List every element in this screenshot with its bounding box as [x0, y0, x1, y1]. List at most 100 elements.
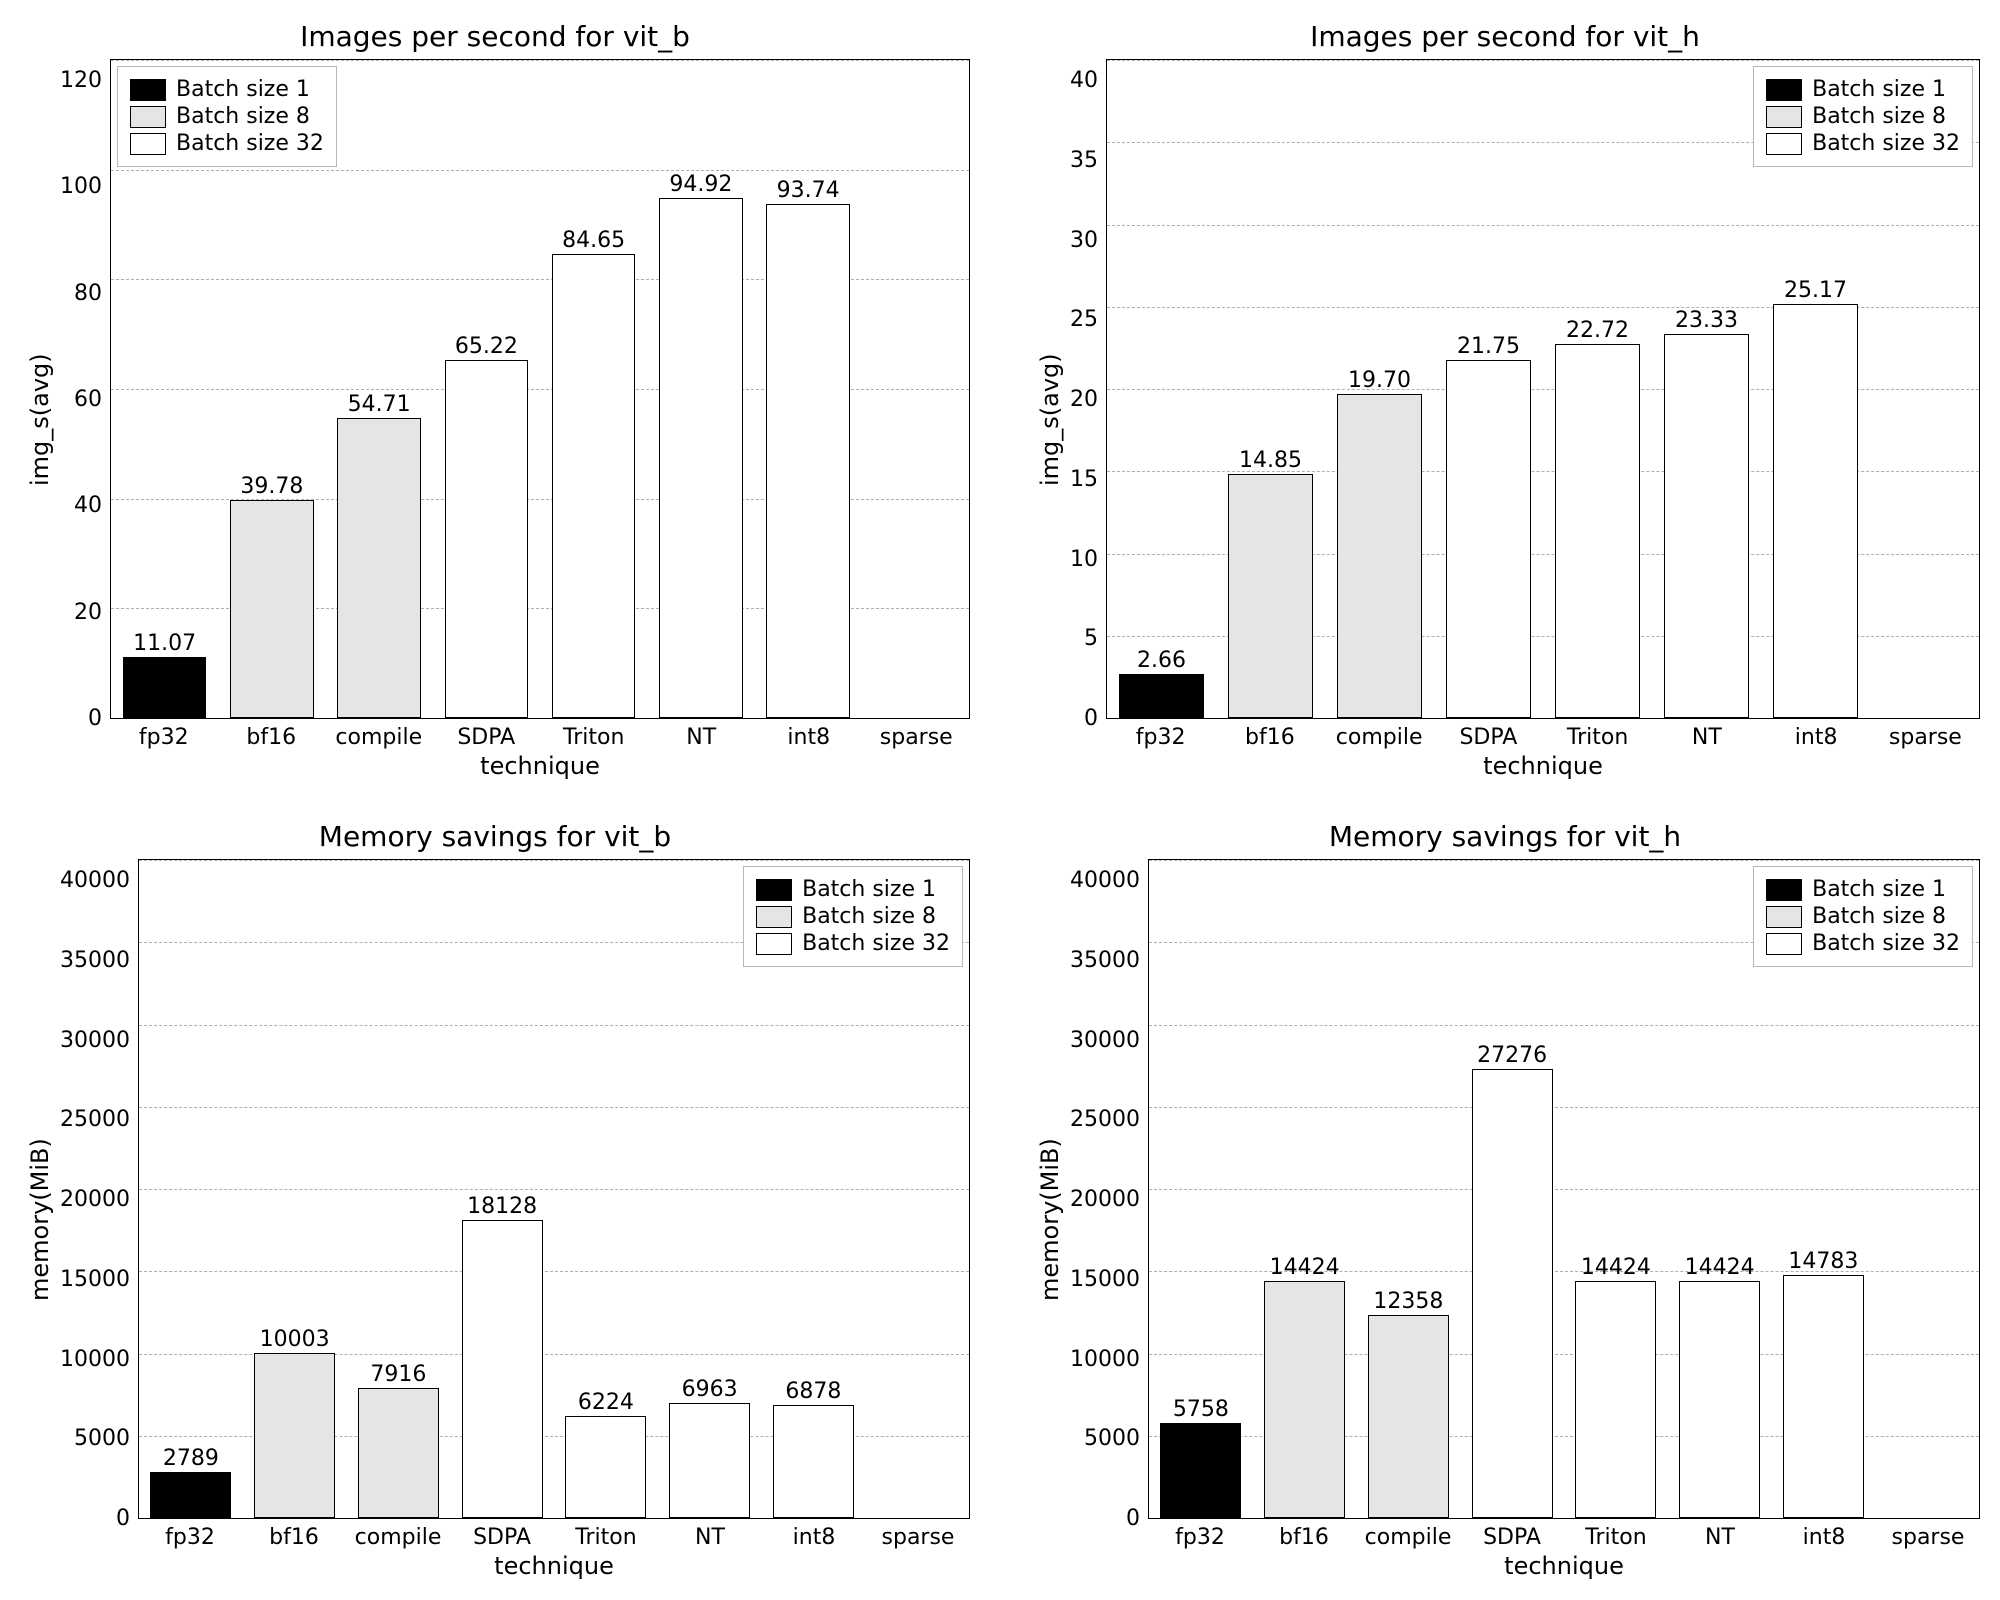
legend-label: Batch size 32 [1812, 931, 1960, 956]
y-tick: 80 [74, 283, 102, 305]
y-axis-label: img_s(avg) [1030, 59, 1070, 780]
bar: 5758 [1160, 1423, 1241, 1518]
legend-swatch [1766, 79, 1802, 101]
bar-slot: 19.70 [1325, 60, 1434, 718]
y-tick: 0 [1126, 1508, 1140, 1530]
x-tick: bf16 [1252, 1525, 1356, 1550]
x-ticks: fp32bf16compileSDPATritonNTint8sparse [1148, 1525, 1980, 1550]
bar-value-label: 14.85 [1239, 448, 1302, 473]
chart-panel-vit_b_mem: Memory savings for vit_b memory(MiB) 0 5000… [20, 820, 970, 1580]
x-tick: SDPA [450, 1525, 554, 1550]
bar-slot: 93.74 [755, 60, 862, 718]
bar-slot: 2789 [139, 860, 243, 1518]
x-tick: NT [648, 725, 756, 750]
bar-slot: 84.65 [540, 60, 647, 718]
x-tick: bf16 [242, 1525, 346, 1550]
legend-label: Batch size 1 [1812, 77, 1946, 102]
bar-value-label: 19.70 [1348, 368, 1411, 393]
bar: 65.22 [445, 360, 529, 718]
legend-swatch [1766, 133, 1802, 155]
bar: 7916 [358, 1388, 439, 1518]
legend-item: Batch size 1 [756, 877, 950, 902]
x-tick: SDPA [1460, 1525, 1564, 1550]
bar-value-label: 2.66 [1137, 648, 1186, 673]
bar-slot: 6224 [554, 860, 658, 1518]
y-tick: 30000 [60, 1030, 130, 1052]
bar-slot: 14424 [1253, 860, 1357, 1518]
chart-title: Memory savings for vit_h [1030, 820, 1980, 853]
y-tick: 15000 [60, 1269, 130, 1291]
bar-value-label: 21.75 [1457, 334, 1520, 359]
bar-value-label: 10003 [260, 1327, 330, 1352]
y-tick: 10000 [1070, 1349, 1140, 1371]
legend-item: Batch size 32 [1766, 131, 1960, 156]
y-ticks: 020406080100120 [60, 59, 110, 719]
y-tick: 15 [1070, 469, 1098, 491]
x-tick: int8 [1762, 725, 1871, 750]
bar-value-label: 27276 [1477, 1043, 1547, 1068]
x-tick: sparse [866, 1525, 970, 1550]
legend: Batch size 1Batch size 8Batch size 32 [743, 866, 963, 967]
x-tick: sparse [1876, 1525, 1980, 1550]
y-axis-label: memory(MiB) [20, 859, 60, 1580]
bar-slot: 2.66 [1107, 60, 1216, 718]
bar: 23.33 [1664, 334, 1749, 718]
bar: 14.85 [1228, 474, 1313, 718]
bar-value-label: 5758 [1173, 1397, 1229, 1422]
legend-label: Batch size 1 [1812, 877, 1946, 902]
legend-label: Batch size 8 [1812, 904, 1946, 929]
x-tick: int8 [1772, 1525, 1876, 1550]
bar-slot: 7916 [347, 860, 451, 1518]
bar-slot: 18128 [450, 860, 554, 1518]
y-tick: 40 [1070, 70, 1098, 92]
y-tick: 5000 [74, 1428, 130, 1450]
bar-value-label: 18128 [467, 1194, 537, 1219]
legend-item: Batch size 8 [1766, 104, 1960, 129]
y-tick: 30000 [1070, 1030, 1140, 1052]
bar-slot: 65.22 [433, 60, 540, 718]
legend-swatch [1766, 879, 1802, 901]
bar-value-label: 23.33 [1675, 308, 1738, 333]
y-tick: 60 [74, 389, 102, 411]
bar-value-label: 65.22 [455, 334, 518, 359]
bar-slot: 12358 [1357, 860, 1461, 1518]
x-axis-label: technique [1148, 1552, 1980, 1580]
bar-value-label: 11.07 [133, 631, 196, 656]
bar-value-label: 6963 [682, 1377, 738, 1402]
bar-slot: 27276 [1460, 860, 1564, 1518]
y-tick: 15000 [1070, 1269, 1140, 1291]
legend-label: Batch size 32 [176, 131, 324, 156]
x-tick: int8 [762, 1525, 866, 1550]
y-tick: 0 [116, 1508, 130, 1530]
x-tick: fp32 [138, 1525, 242, 1550]
y-axis-label: memory(MiB) [1030, 859, 1070, 1580]
legend-label: Batch size 8 [1812, 104, 1946, 129]
legend-label: Batch size 32 [1812, 131, 1960, 156]
y-tick: 35000 [60, 950, 130, 972]
y-tick: 5 [1084, 628, 1098, 650]
chart-title: Images per second for vit_b [20, 20, 970, 53]
bar-value-label: 12358 [1373, 1289, 1443, 1314]
y-tick: 100 [60, 176, 102, 198]
legend-swatch [1766, 933, 1802, 955]
chart-title: Memory savings for vit_b [20, 820, 970, 853]
x-tick: SDPA [433, 725, 541, 750]
legend-label: Batch size 8 [802, 904, 936, 929]
x-tick: compile [1356, 1525, 1460, 1550]
legend-label: Batch size 1 [802, 877, 936, 902]
legend-swatch [130, 79, 166, 101]
y-tick: 20000 [60, 1189, 130, 1211]
y-tick: 35 [1070, 150, 1098, 172]
bar: 54.71 [337, 418, 421, 718]
bar-value-label: 14424 [1685, 1255, 1755, 1280]
y-ticks: 0500010000150002000025000300003500040000 [60, 859, 138, 1519]
x-ticks: fp32bf16compileSDPATritonNTint8sparse [138, 1525, 970, 1550]
bar-value-label: 25.17 [1784, 278, 1847, 303]
x-tick: NT [658, 1525, 762, 1550]
plot-area: 2.6614.8519.7021.7522.7223.3325.17Batch … [1106, 59, 1980, 719]
legend-swatch [756, 879, 792, 901]
bar-slot: 14.85 [1216, 60, 1325, 718]
legend-item: Batch size 8 [130, 104, 324, 129]
bar-slot: 54.71 [326, 60, 433, 718]
x-axis-label: technique [1106, 752, 1980, 780]
